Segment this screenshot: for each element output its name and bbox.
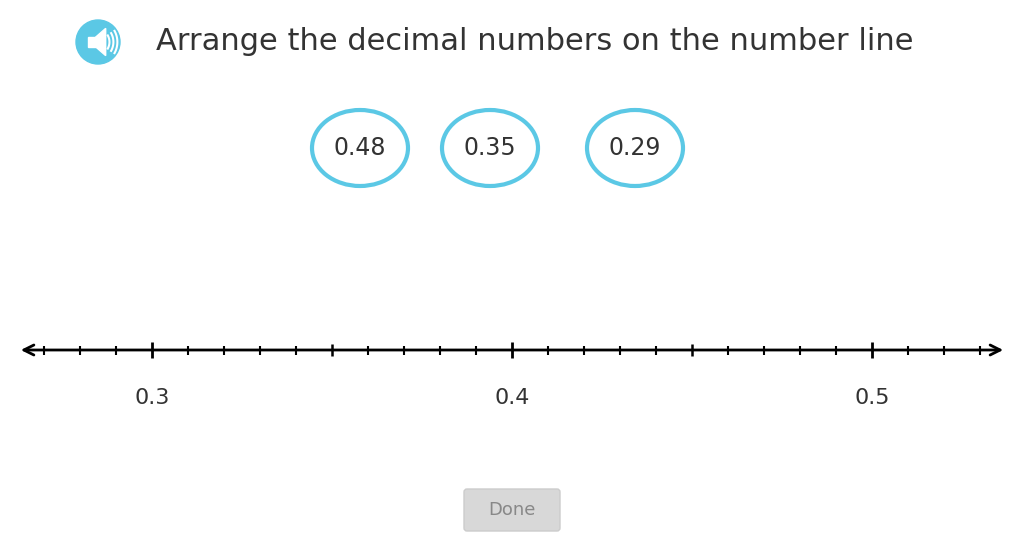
Text: Arrange the decimal numbers on the number line: Arrange the decimal numbers on the numbe… bbox=[157, 27, 913, 57]
Circle shape bbox=[76, 20, 120, 64]
Ellipse shape bbox=[442, 110, 538, 186]
Ellipse shape bbox=[312, 110, 408, 186]
Text: 0.5: 0.5 bbox=[854, 388, 890, 408]
Text: 0.48: 0.48 bbox=[334, 136, 386, 160]
Text: 0.3: 0.3 bbox=[134, 388, 170, 408]
Polygon shape bbox=[88, 37, 96, 47]
FancyBboxPatch shape bbox=[464, 489, 560, 531]
Text: 0.29: 0.29 bbox=[609, 136, 662, 160]
Text: 0.4: 0.4 bbox=[495, 388, 529, 408]
Text: 0.35: 0.35 bbox=[464, 136, 516, 160]
Ellipse shape bbox=[587, 110, 683, 186]
Polygon shape bbox=[96, 29, 105, 55]
Text: Done: Done bbox=[488, 501, 536, 519]
